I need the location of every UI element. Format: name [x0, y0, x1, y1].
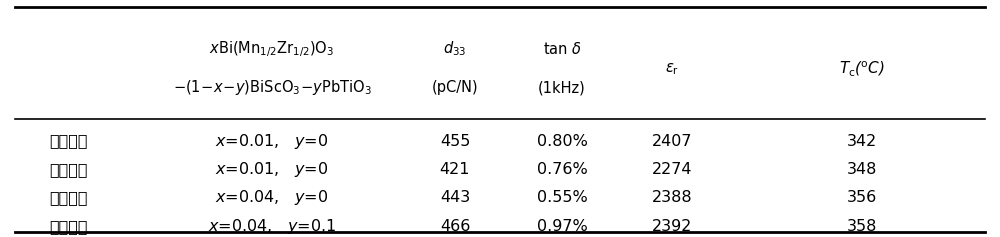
Text: 443: 443: [440, 190, 470, 205]
Text: 0.76%: 0.76%: [537, 162, 587, 177]
Text: 455: 455: [440, 133, 470, 149]
Text: 421: 421: [440, 162, 470, 177]
Text: $x$=0.04,   $y$=0: $x$=0.04, $y$=0: [215, 188, 329, 207]
Text: $x$Bi(Mn$_{1/2}$Zr$_{1/2}$)O$_3$: $x$Bi(Mn$_{1/2}$Zr$_{1/2}$)O$_3$: [209, 39, 335, 59]
Text: 348: 348: [847, 162, 877, 177]
Text: $x$=0.01,   $y$=0: $x$=0.01, $y$=0: [215, 132, 329, 150]
Text: $\varepsilon_{\rm r}$: $\varepsilon_{\rm r}$: [665, 61, 679, 77]
Text: 实施例二: 实施例二: [49, 162, 87, 177]
Text: 实施例三: 实施例三: [49, 190, 87, 205]
Text: (pC/N): (pC/N): [432, 80, 478, 95]
Text: 实施例一: 实施例一: [49, 133, 87, 149]
Text: 466: 466: [440, 219, 470, 234]
Text: 2388: 2388: [652, 190, 692, 205]
Text: 358: 358: [847, 219, 877, 234]
Text: (1kHz): (1kHz): [538, 80, 586, 95]
Text: 2274: 2274: [652, 162, 692, 177]
Text: $d_{33}$: $d_{33}$: [443, 39, 467, 58]
Text: $T_{\rm c}$($^{\rm o}$C): $T_{\rm c}$($^{\rm o}$C): [839, 59, 885, 78]
Text: 0.97%: 0.97%: [537, 219, 587, 234]
Text: 342: 342: [847, 133, 877, 149]
Text: 2392: 2392: [652, 219, 692, 234]
Text: $-(1\!-\!x\!-\!y)$BiScO$_3\!-\!y$PbTiO$_3$: $-(1\!-\!x\!-\!y)$BiScO$_3\!-\!y$PbTiO$_…: [173, 78, 371, 97]
Text: 2407: 2407: [652, 133, 692, 149]
Text: 356: 356: [847, 190, 877, 205]
Text: $x$=0.01,   $y$=0: $x$=0.01, $y$=0: [215, 160, 329, 179]
Text: 0.55%: 0.55%: [537, 190, 587, 205]
Text: tan $\delta$: tan $\delta$: [543, 41, 581, 57]
Text: $x$=0.04,   $y$=0.1: $x$=0.04, $y$=0.1: [208, 217, 336, 236]
Text: 实施例四: 实施例四: [49, 219, 87, 234]
Text: 0.80%: 0.80%: [537, 133, 587, 149]
